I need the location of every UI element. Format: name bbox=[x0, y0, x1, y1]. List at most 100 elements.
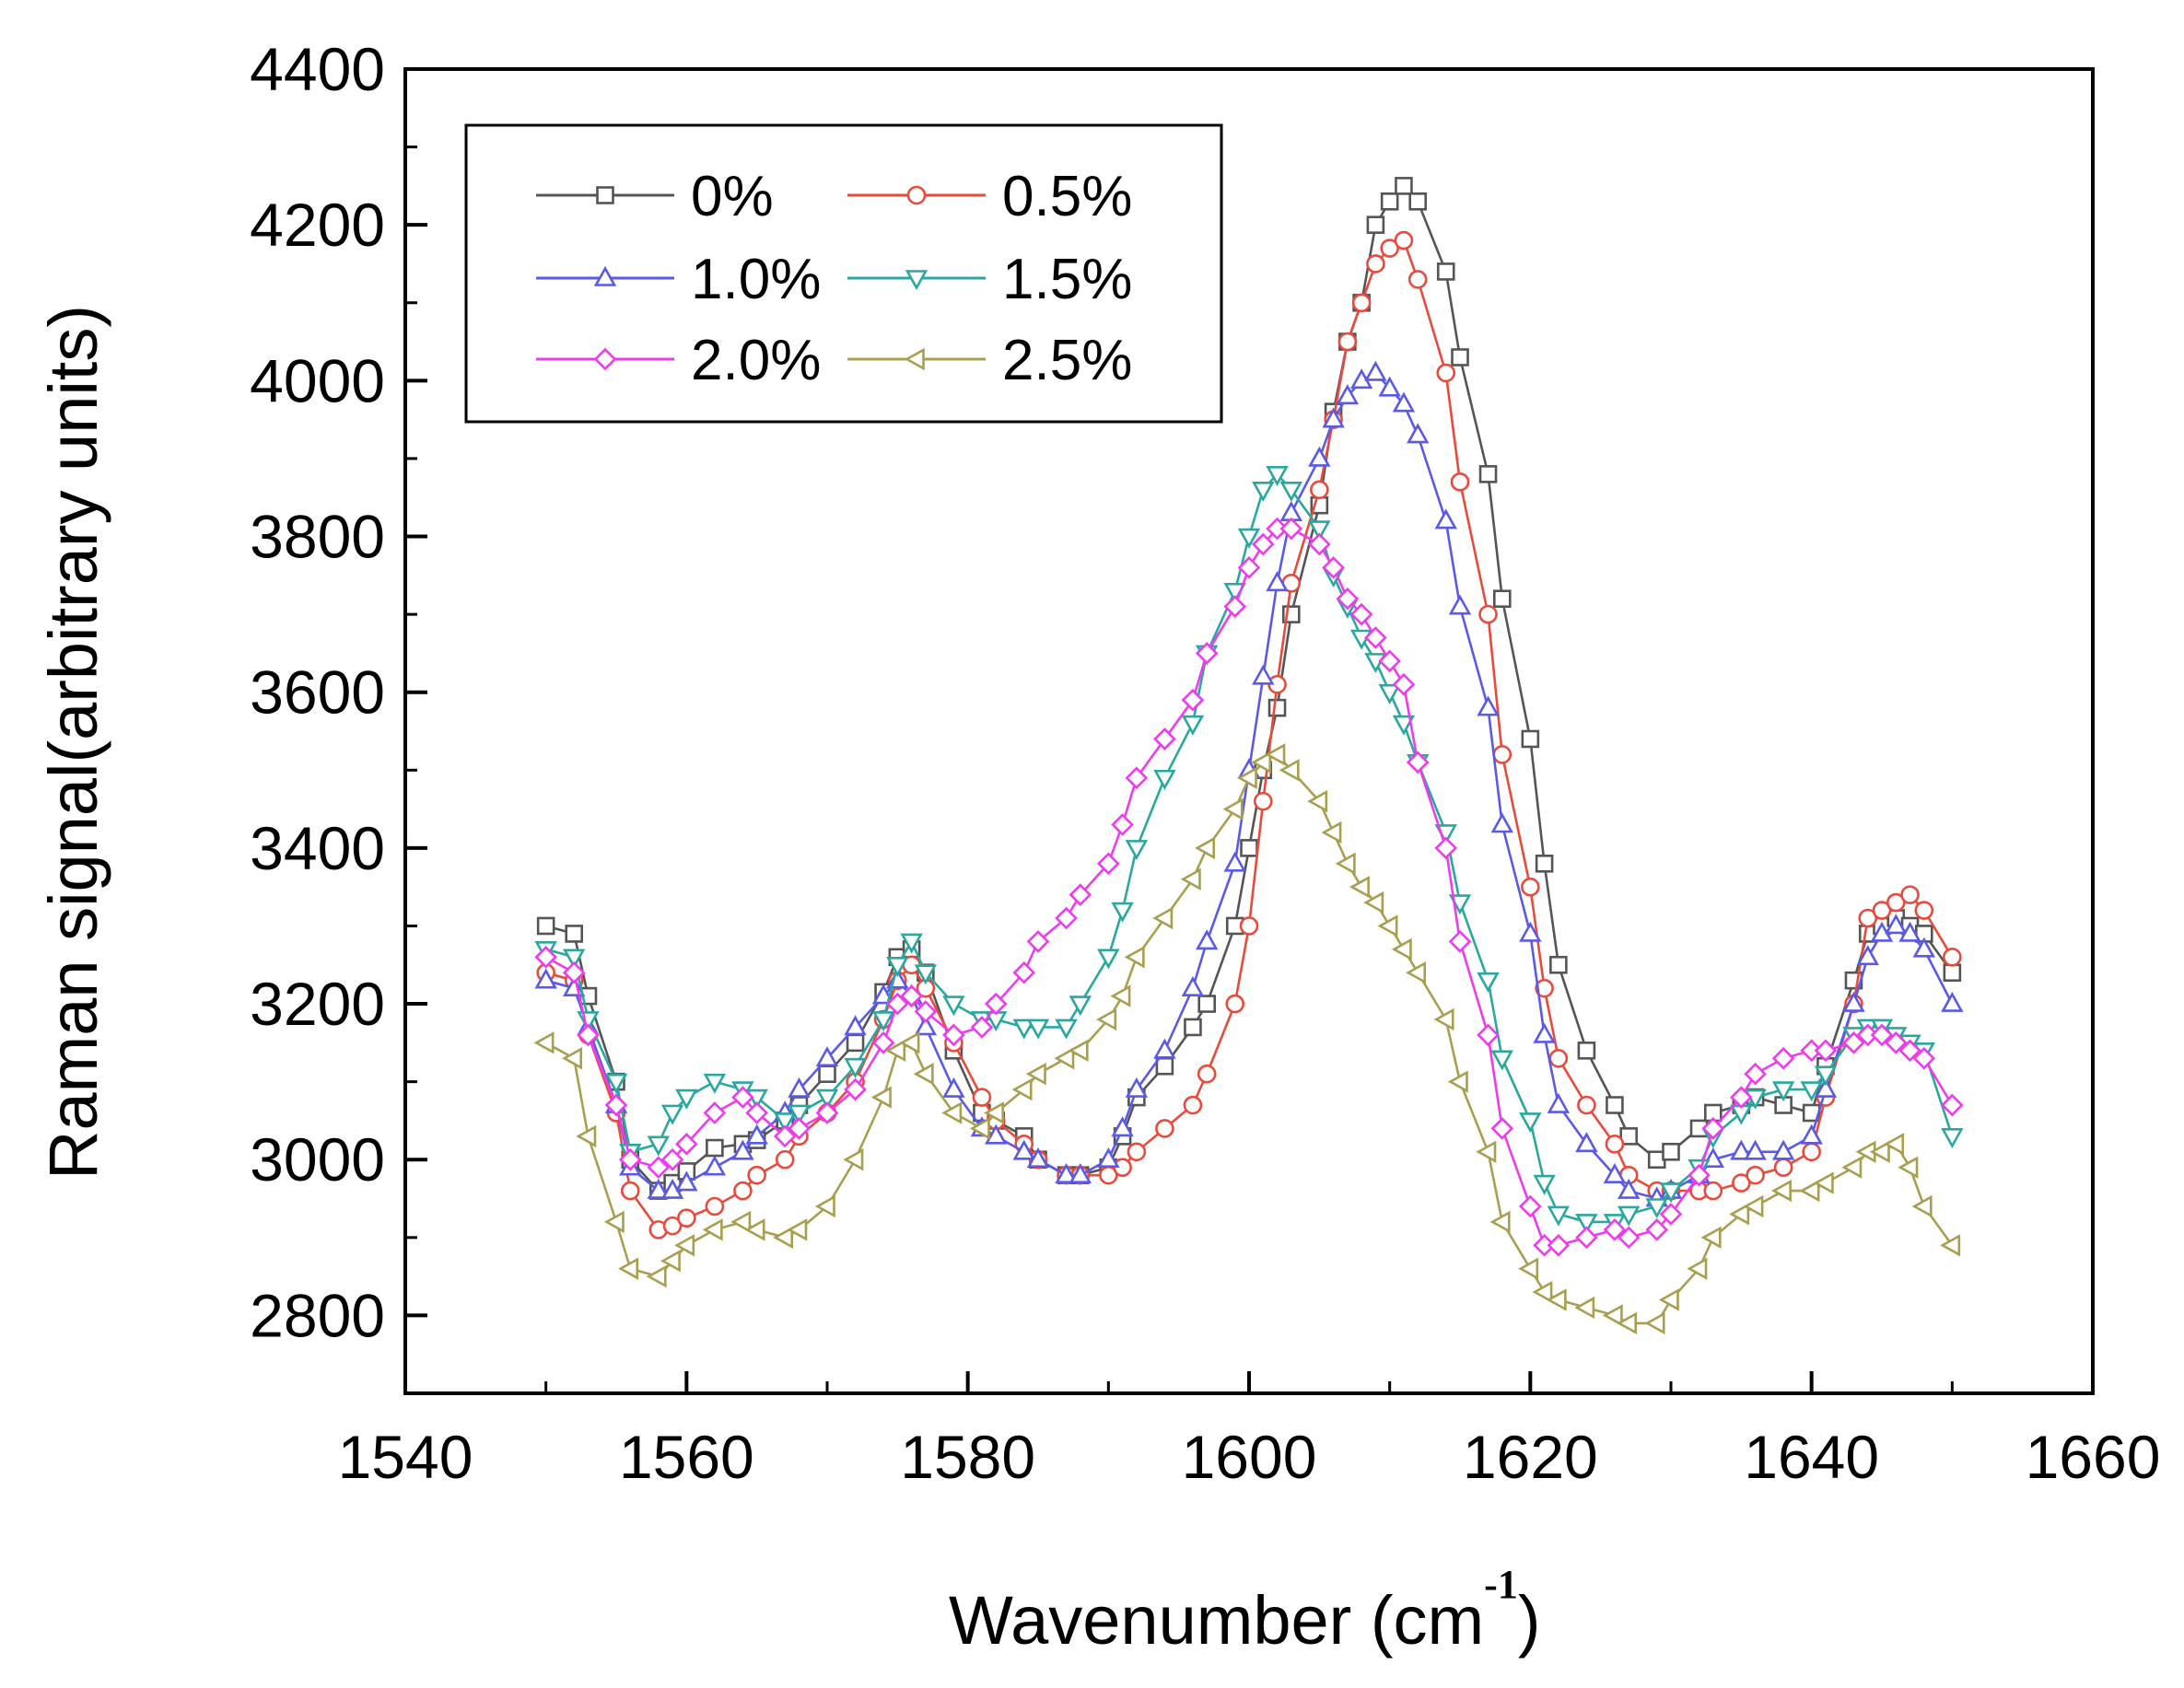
data-point bbox=[1533, 1022, 1556, 1043]
data-point bbox=[1380, 192, 1399, 211]
data-point bbox=[677, 1208, 696, 1228]
data-point bbox=[1055, 1019, 1078, 1040]
data-point bbox=[1307, 789, 1328, 813]
data-point bbox=[1195, 642, 1219, 665]
data-point bbox=[1408, 192, 1427, 211]
data-point bbox=[1477, 695, 1500, 716]
data-point bbox=[1884, 1133, 1905, 1156]
data-point bbox=[620, 1181, 640, 1201]
data-point bbox=[1322, 556, 1345, 579]
data-point bbox=[1378, 649, 1402, 673]
data-point bbox=[815, 1046, 839, 1067]
data-point bbox=[1617, 1178, 1641, 1199]
data-point bbox=[1478, 604, 1498, 624]
data-point bbox=[1617, 1205, 1641, 1227]
legend-entry: 2.5% bbox=[847, 329, 1132, 392]
data-point bbox=[969, 1117, 990, 1140]
data-point bbox=[942, 1023, 965, 1047]
data-point bbox=[1237, 556, 1261, 579]
data-point bbox=[1518, 1194, 1542, 1218]
data-point bbox=[1236, 766, 1257, 789]
data-point bbox=[1434, 508, 1457, 530]
data-point bbox=[1237, 528, 1261, 549]
data-point bbox=[1547, 1205, 1571, 1227]
data-point bbox=[1493, 589, 1512, 609]
data-point bbox=[1279, 759, 1300, 782]
data-point bbox=[788, 1117, 811, 1140]
data-point bbox=[1240, 839, 1258, 857]
data-point bbox=[1392, 715, 1416, 736]
data-point bbox=[705, 1196, 725, 1217]
data-point bbox=[1941, 991, 1964, 1012]
data-point bbox=[886, 956, 909, 977]
data-point bbox=[1184, 1018, 1202, 1037]
series-layer bbox=[533, 177, 1964, 1335]
data-point bbox=[1111, 1116, 1134, 1137]
data-point bbox=[1603, 1162, 1627, 1183]
data-point bbox=[660, 1147, 684, 1171]
data-point bbox=[1476, 1140, 1497, 1163]
data-point bbox=[1746, 1165, 1765, 1185]
data-point bbox=[1645, 1198, 1668, 1219]
data-point bbox=[1125, 766, 1149, 790]
data-point bbox=[844, 1057, 867, 1078]
data-point bbox=[1335, 852, 1356, 876]
data-point bbox=[1645, 1218, 1669, 1241]
data-point bbox=[1548, 1048, 1569, 1068]
data-point bbox=[1574, 1296, 1595, 1320]
y-tick-label: 3000 bbox=[250, 1125, 385, 1193]
y-tick-label: 3200 bbox=[250, 970, 385, 1038]
data-point bbox=[1688, 1163, 1711, 1187]
x-tick-label: 1540 bbox=[338, 1423, 473, 1491]
data-point bbox=[1802, 1142, 1821, 1162]
x-tick-label: 1620 bbox=[1463, 1423, 1598, 1491]
data-point bbox=[1729, 1086, 1753, 1109]
data-point bbox=[1406, 423, 1430, 444]
x-tick-labels: 1540 1560 1580 1600 1620 1640 1660 bbox=[338, 1423, 2161, 1491]
data-point bbox=[1814, 1065, 1838, 1087]
data-point bbox=[577, 1023, 600, 1047]
data-point bbox=[1069, 995, 1092, 1017]
data-point bbox=[1391, 937, 1412, 961]
data-point bbox=[703, 1073, 727, 1094]
data-point bbox=[1729, 1203, 1750, 1226]
data-point bbox=[972, 1088, 992, 1107]
data-point bbox=[1251, 751, 1272, 774]
data-point bbox=[1195, 836, 1215, 860]
y-tick-label: 4000 bbox=[250, 346, 385, 414]
legend-marker bbox=[593, 347, 617, 371]
data-point bbox=[604, 1093, 628, 1117]
legend-marker bbox=[596, 186, 614, 204]
data-point bbox=[1800, 1123, 1823, 1145]
data-point bbox=[1813, 1171, 1834, 1194]
data-point bbox=[1914, 901, 1934, 920]
data-point bbox=[1549, 955, 1568, 974]
data-point bbox=[647, 1156, 671, 1180]
data-point bbox=[942, 1077, 965, 1098]
data-point bbox=[1856, 945, 1879, 966]
data-point bbox=[1069, 883, 1092, 906]
data-point bbox=[1898, 1039, 1921, 1063]
data-point bbox=[1322, 407, 1345, 428]
data-point bbox=[814, 1194, 835, 1218]
data-point bbox=[1252, 664, 1275, 685]
data-point bbox=[1364, 626, 1387, 649]
data-point bbox=[1012, 1139, 1035, 1160]
data-point bbox=[536, 916, 555, 936]
data-point bbox=[1011, 1077, 1033, 1101]
y-tick-label: 3800 bbox=[250, 503, 385, 571]
data-point bbox=[1941, 1128, 1964, 1149]
series-2.0% bbox=[534, 517, 1964, 1257]
data-point bbox=[1197, 995, 1216, 1013]
data-point bbox=[562, 960, 586, 984]
data-point bbox=[1055, 1162, 1078, 1183]
data-point bbox=[1183, 1095, 1203, 1115]
data-point bbox=[1307, 532, 1331, 556]
data-point bbox=[1900, 885, 1920, 904]
data-point bbox=[1180, 867, 1201, 891]
data-point bbox=[1407, 270, 1428, 289]
data-point bbox=[1617, 1226, 1641, 1250]
data-point bbox=[1026, 1019, 1050, 1040]
data-point bbox=[871, 1031, 895, 1054]
